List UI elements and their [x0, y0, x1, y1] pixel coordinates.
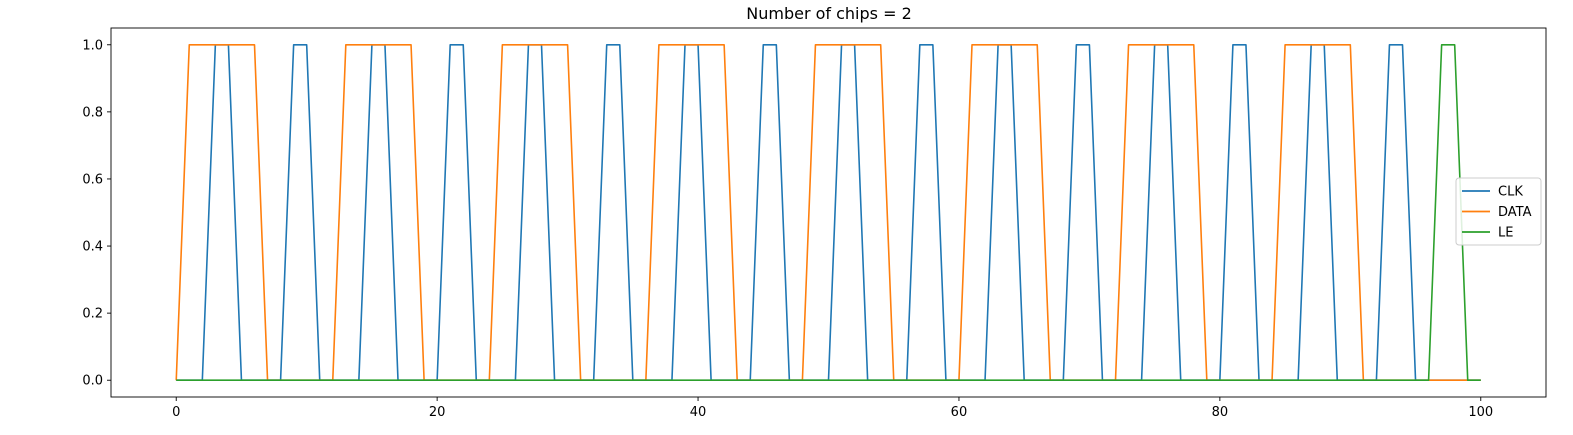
series-layer [175, 43, 1481, 382]
legend-label-clk: CLK [1498, 185, 1523, 200]
legend-label-data: DATA [1498, 205, 1532, 220]
legend-box [1455, 177, 1542, 246]
y-tick-label: 0.8 [82, 105, 103, 120]
y-tick-label: 0.2 [82, 307, 103, 322]
y-tick-label: 0.6 [82, 172, 103, 187]
y-tick-label: 0.0 [82, 374, 103, 389]
x-tick-label: 40 [690, 405, 707, 420]
x-tick-label: 100 [1468, 405, 1493, 420]
axes-layer: 0 20 40 60 80 100 0.0 0.2 0.4 0.6 0.8 1.0 [82, 27, 1547, 420]
legend: CLK DATA LE [1455, 177, 1542, 246]
y-tick-label: 1.0 [82, 38, 103, 53]
legend-label-le: LE [1498, 226, 1513, 241]
x-tick-label: 0 [172, 405, 180, 420]
chart-title: Number of chips = 2 [746, 4, 912, 23]
y-tick-label: 0.4 [82, 240, 103, 255]
x-tick-label: 80 [1212, 405, 1229, 420]
series-line-le [176, 43, 1481, 382]
plot-frame [110, 27, 1547, 398]
x-tick-label: 20 [429, 405, 446, 420]
x-tick-label: 60 [951, 405, 968, 420]
